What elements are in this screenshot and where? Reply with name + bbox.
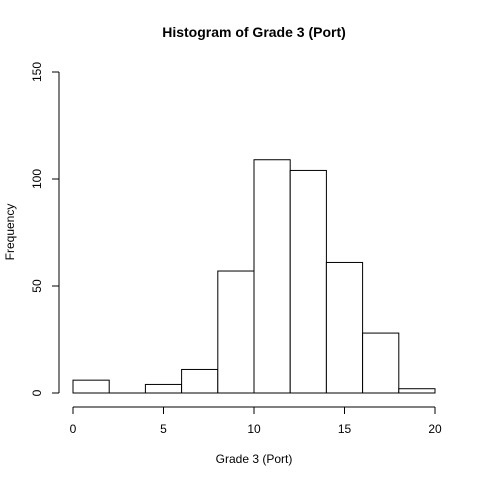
histogram-bar-5 (253, 159, 291, 394)
x-tick-label-15: 15 (338, 422, 352, 436)
histogram-bar-7 (325, 261, 364, 394)
bars-group (72, 159, 436, 394)
histogram-bar-0 (72, 379, 110, 394)
y-tick-label-150: 150 (30, 62, 44, 82)
histogram-bar-3 (181, 368, 219, 394)
y-tick-label-0: 0 (30, 389, 44, 396)
histogram-bar-2 (144, 383, 183, 394)
histogram-bar-4 (217, 270, 255, 394)
chart-title: Histogram of Grade 3 (Port) (162, 24, 346, 40)
x-axis: 0 5 10 15 20 (70, 406, 442, 436)
y-axis: 0 50 100 150 (30, 62, 60, 396)
histogram-bar-8 (362, 332, 400, 394)
y-tick-label-100: 100 (30, 169, 44, 189)
y-axis-label: Frequency (3, 204, 17, 261)
x-tick-label-20: 20 (428, 422, 442, 436)
x-tick-label-0: 0 (70, 422, 77, 436)
x-tick-label-10: 10 (247, 422, 261, 436)
y-tick-label-50: 50 (30, 279, 44, 293)
x-tick-label-5: 5 (160, 422, 167, 436)
histogram-bar-9 (398, 388, 436, 394)
histogram-bar-6 (289, 169, 327, 394)
x-axis-label: Grade 3 (Port) (216, 452, 293, 466)
